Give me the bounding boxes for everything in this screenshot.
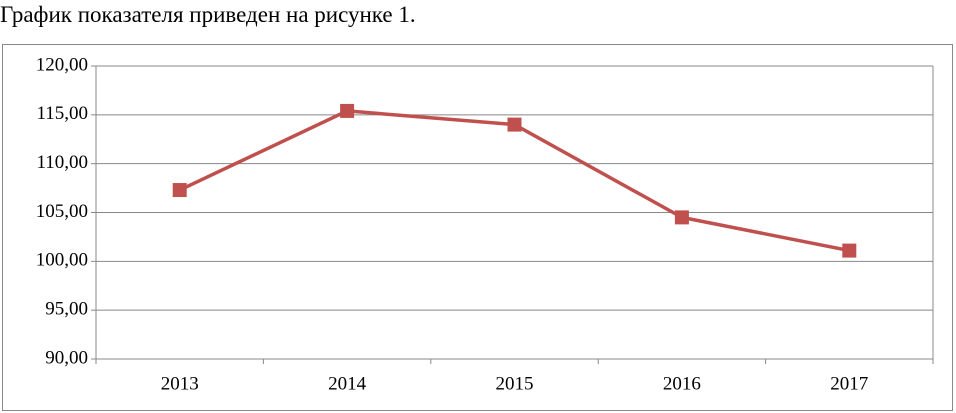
data-marker: [507, 117, 522, 132]
chart-frame: [2, 44, 953, 411]
data-marker: [842, 243, 857, 258]
paragraph: График показателя приведен на рисунке 1.: [0, 2, 416, 27]
x-tick-label: 2013: [161, 373, 199, 394]
data-marker: [674, 210, 689, 225]
y-tick-label: 105,00: [36, 201, 88, 222]
y-tick-label: 100,00: [36, 250, 88, 271]
data-marker: [340, 103, 355, 118]
y-tick-label: 115,00: [36, 103, 88, 124]
x-tick-label: 2017: [830, 373, 868, 394]
data-marker: [172, 183, 187, 198]
x-tick-label: 2016: [663, 373, 701, 394]
x-tick-label: 2015: [496, 373, 534, 394]
y-tick-label: 120,00: [36, 54, 88, 75]
x-tick-label: 2014: [328, 373, 367, 394]
y-tick-label: 95,00: [45, 299, 88, 320]
y-tick-label: 90,00: [45, 347, 88, 368]
y-tick-label: 110,00: [36, 152, 88, 173]
